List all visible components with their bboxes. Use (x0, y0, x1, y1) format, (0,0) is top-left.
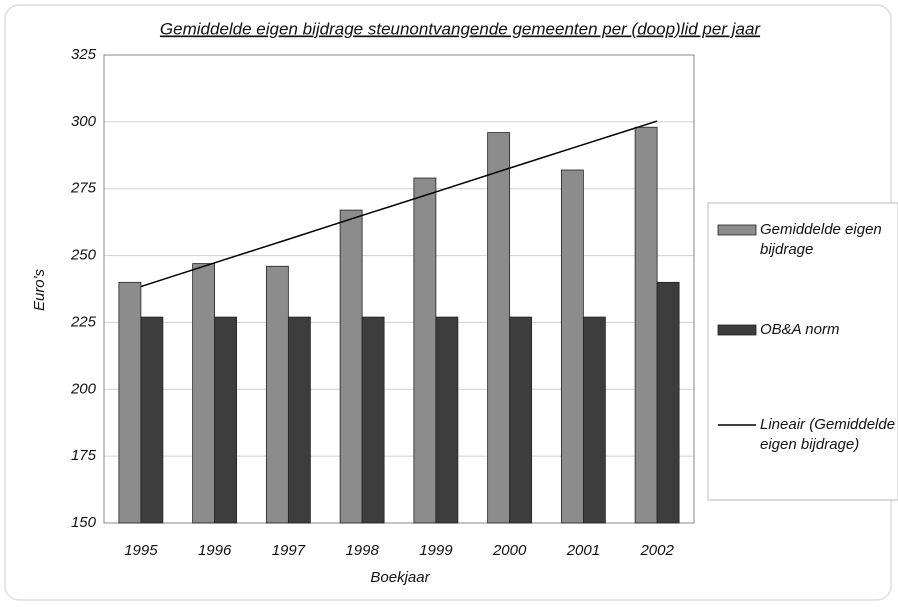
x-axis-label: Boekjaar (370, 569, 430, 586)
x-tick-label: 1998 (345, 542, 379, 559)
trend-line (140, 120, 658, 288)
y-tick-label: 250 (70, 247, 97, 264)
y-tick-label: 175 (71, 447, 97, 464)
bar (509, 316, 533, 524)
legend-label: OB&A norm (760, 321, 840, 338)
y-tick-label: 275 (70, 180, 97, 197)
bar (634, 126, 658, 524)
legend-label: Gemiddelde eigen bijdrage (760, 221, 882, 258)
x-tick-label: 1995 (124, 542, 158, 559)
x-tick-label: 1997 (272, 542, 306, 559)
y-tick-label: 300 (71, 113, 97, 130)
x-tick-label: 2002 (639, 542, 674, 559)
bar (192, 263, 216, 524)
bar (435, 316, 459, 524)
y-tick-label: 150 (71, 514, 97, 531)
bar (487, 132, 511, 524)
y-axis-label: Euro's (31, 268, 48, 311)
legend-label: Lineair (Gemiddelde eigen bijdrage) (760, 416, 896, 453)
bar (413, 177, 437, 524)
x-tick-label: 1999 (419, 542, 453, 559)
bar (214, 316, 238, 524)
legend-box (707, 202, 898, 501)
legend-swatch (717, 324, 757, 336)
bar (582, 316, 606, 524)
x-tick-label: 1996 (198, 542, 232, 559)
y-tick-label: 225 (70, 313, 97, 330)
bar (656, 281, 680, 524)
plot-border (103, 54, 695, 524)
bar (339, 209, 363, 524)
bar (265, 265, 289, 524)
bar (560, 169, 584, 524)
legend-swatch (717, 224, 757, 236)
bar (140, 316, 164, 524)
y-tick-label: 325 (71, 46, 97, 63)
chart-title: Gemiddelde eigen bijdrage steunontvangen… (160, 19, 761, 38)
bar (361, 316, 385, 524)
bar (118, 281, 142, 524)
x-tick-label: 2000 (492, 542, 527, 559)
x-tick-label: 2001 (566, 542, 600, 559)
y-tick-label: 200 (70, 380, 97, 397)
bar (287, 316, 311, 524)
